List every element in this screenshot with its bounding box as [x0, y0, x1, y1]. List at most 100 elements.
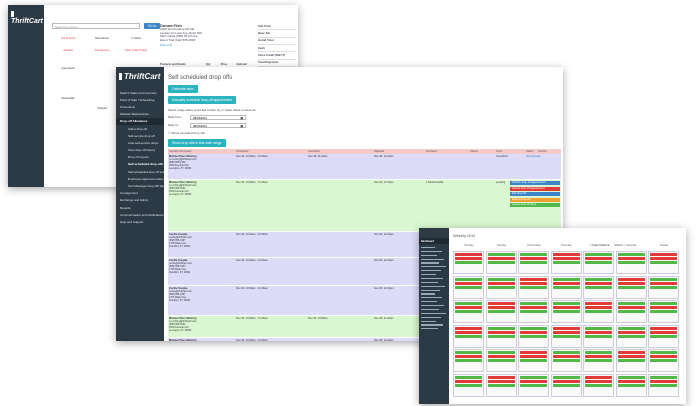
appointment-slot[interactable]: [520, 302, 547, 305]
calendar-day-cell[interactable]: [550, 324, 582, 348]
appointment-slot[interactable]: [455, 310, 482, 313]
appointment-slot[interactable]: [585, 310, 612, 313]
appointment-slot[interactable]: [520, 306, 547, 309]
appointment-slot[interactable]: [650, 302, 677, 305]
appointment-slot[interactable]: [455, 302, 482, 305]
filter-button[interactable]: Show drop offs in this date range: [168, 139, 226, 147]
appointment-slot[interactable]: [455, 306, 482, 309]
calendar-day-cell[interactable]: [550, 349, 582, 372]
appointment-slot[interactable]: [585, 302, 612, 305]
calendar-day-cell[interactable]: [518, 251, 549, 274]
nav-item[interactable]: Text Message Drop-Off Settings: [128, 184, 164, 189]
nav-item[interactable]: Add a drop off: [128, 126, 147, 131]
calendar-day-cell[interactable]: [583, 251, 614, 274]
board-cell[interactable]: Shipped: [86, 107, 118, 110]
appointment-slot[interactable]: [487, 285, 515, 289]
appointment-slot[interactable]: [650, 359, 677, 362]
calendar-day-cell[interactable]: [485, 300, 517, 323]
nav-item[interactable]: Point of Sale / Scheduling: [120, 97, 155, 102]
appointment-slot[interactable]: [487, 261, 515, 264]
calendar-day-cell[interactable]: [485, 275, 517, 299]
calendar-day-cell[interactable]: [648, 373, 679, 397]
calendar-day-cell[interactable]: [518, 349, 549, 372]
appointment-slot[interactable]: [487, 383, 515, 387]
calendar-day-cell[interactable]: [453, 373, 484, 397]
calendar-day-cell[interactable]: [550, 251, 582, 274]
appointment-slot[interactable]: [552, 285, 580, 289]
action-button[interactable]: Cancel drop off appointment: [510, 186, 560, 191]
appointment-slot[interactable]: [487, 257, 515, 260]
status-cell[interactable]: View Review: [526, 155, 541, 158]
nav-item-placeholder[interactable]: [421, 270, 441, 272]
appointment-slot[interactable]: [650, 355, 677, 358]
appointment-slot[interactable]: [650, 383, 677, 387]
nav-item-placeholder[interactable]: [421, 258, 444, 260]
appointment-slot[interactable]: [455, 261, 482, 264]
board-cell[interactable]: Out of Stock: [52, 37, 84, 40]
appointment-slot[interactable]: [520, 330, 547, 334]
calendar-control[interactable]: < Aug: [589, 243, 597, 247]
nav-item-placeholder[interactable]: [421, 308, 439, 311]
appointment-slot[interactable]: [520, 383, 547, 387]
appointment-slot[interactable]: [617, 330, 645, 334]
appointment-slot[interactable]: [455, 277, 482, 281]
calendar-day-cell[interactable]: [485, 324, 517, 348]
board-cell[interactable]: In Stock: [120, 37, 152, 40]
nav-item[interactable]: View drop off history: [128, 148, 156, 153]
calendar-view-button[interactable]: Calendar view: [168, 85, 198, 93]
calendar-day-cell[interactable]: [485, 251, 517, 274]
appointment-slot[interactable]: [552, 326, 580, 330]
appointment-slot[interactable]: [617, 334, 645, 338]
appointment-slot[interactable]: [552, 351, 580, 354]
appointment-slot[interactable]: [520, 359, 547, 362]
appointment-slot[interactable]: [650, 330, 677, 334]
nav-item[interactable]: Communication and Notifications: [120, 212, 164, 217]
calendar-day-cell[interactable]: [648, 300, 679, 323]
board-cell[interactable]: Consignment: [86, 49, 118, 52]
appointment-slot[interactable]: [585, 355, 612, 358]
nav-item-placeholder[interactable]: [421, 274, 436, 276]
appointment-slot[interactable]: [520, 277, 547, 281]
appointment-slot[interactable]: [650, 379, 677, 383]
appointment-slot[interactable]: [585, 253, 612, 256]
calendar-day-cell[interactable]: [615, 300, 647, 323]
appointment-slot[interactable]: [455, 334, 482, 338]
appointment-slot[interactable]: [585, 375, 612, 379]
appointment-slot[interactable]: [617, 383, 645, 387]
calendar-day-cell[interactable]: [453, 275, 484, 299]
appointment-slot[interactable]: [487, 326, 515, 330]
appointment-slot[interactable]: [487, 253, 515, 256]
board-cell[interactable]: Receivable: [52, 97, 84, 100]
nav-item[interactable]: Search Sales and Inventory: [120, 90, 157, 95]
date-to-input[interactable]: 08/31/2021 ▦: [190, 123, 246, 128]
appointment-slot[interactable]: [552, 257, 580, 260]
calendar-day-cell[interactable]: [648, 251, 679, 274]
appointment-slot[interactable]: [650, 375, 677, 379]
calendar-day-cell[interactable]: [648, 275, 679, 299]
go-button[interactable]: Go to: [144, 23, 161, 29]
appointment-slot[interactable]: [650, 285, 677, 289]
nav-item[interactable]: Drop-off Allowance: [116, 117, 164, 125]
nav-item[interactable]: Exchange and Admin: [120, 198, 149, 203]
nav-item[interactable]: Lists self-service drops: [128, 140, 159, 145]
appointment-slot[interactable]: [455, 257, 482, 260]
nav-item-placeholder[interactable]: [421, 324, 443, 326]
nav-item-placeholder[interactable]: [421, 297, 442, 299]
appointment-slot[interactable]: [650, 261, 677, 264]
appointment-slot[interactable]: [585, 277, 612, 281]
nav-item-placeholder[interactable]: [421, 320, 436, 322]
appointment-slot[interactable]: [520, 334, 547, 338]
appointment-slot[interactable]: [520, 355, 547, 358]
appointment-slot[interactable]: [552, 383, 580, 387]
appointment-slot[interactable]: [650, 257, 677, 260]
appointment-slot[interactable]: [552, 330, 580, 334]
appointment-slot[interactable]: [650, 281, 677, 285]
calendar-day-cell[interactable]: [550, 300, 582, 323]
calendar-day-cell[interactable]: [648, 324, 679, 348]
appointment-slot[interactable]: [617, 253, 645, 256]
appointment-slot[interactable]: [617, 310, 645, 313]
calendar-day-cell[interactable]: [453, 300, 484, 323]
appointment-slot[interactable]: [487, 281, 515, 285]
calendar-icon[interactable]: ▦: [240, 116, 243, 120]
appointment-slot[interactable]: [455, 351, 482, 354]
